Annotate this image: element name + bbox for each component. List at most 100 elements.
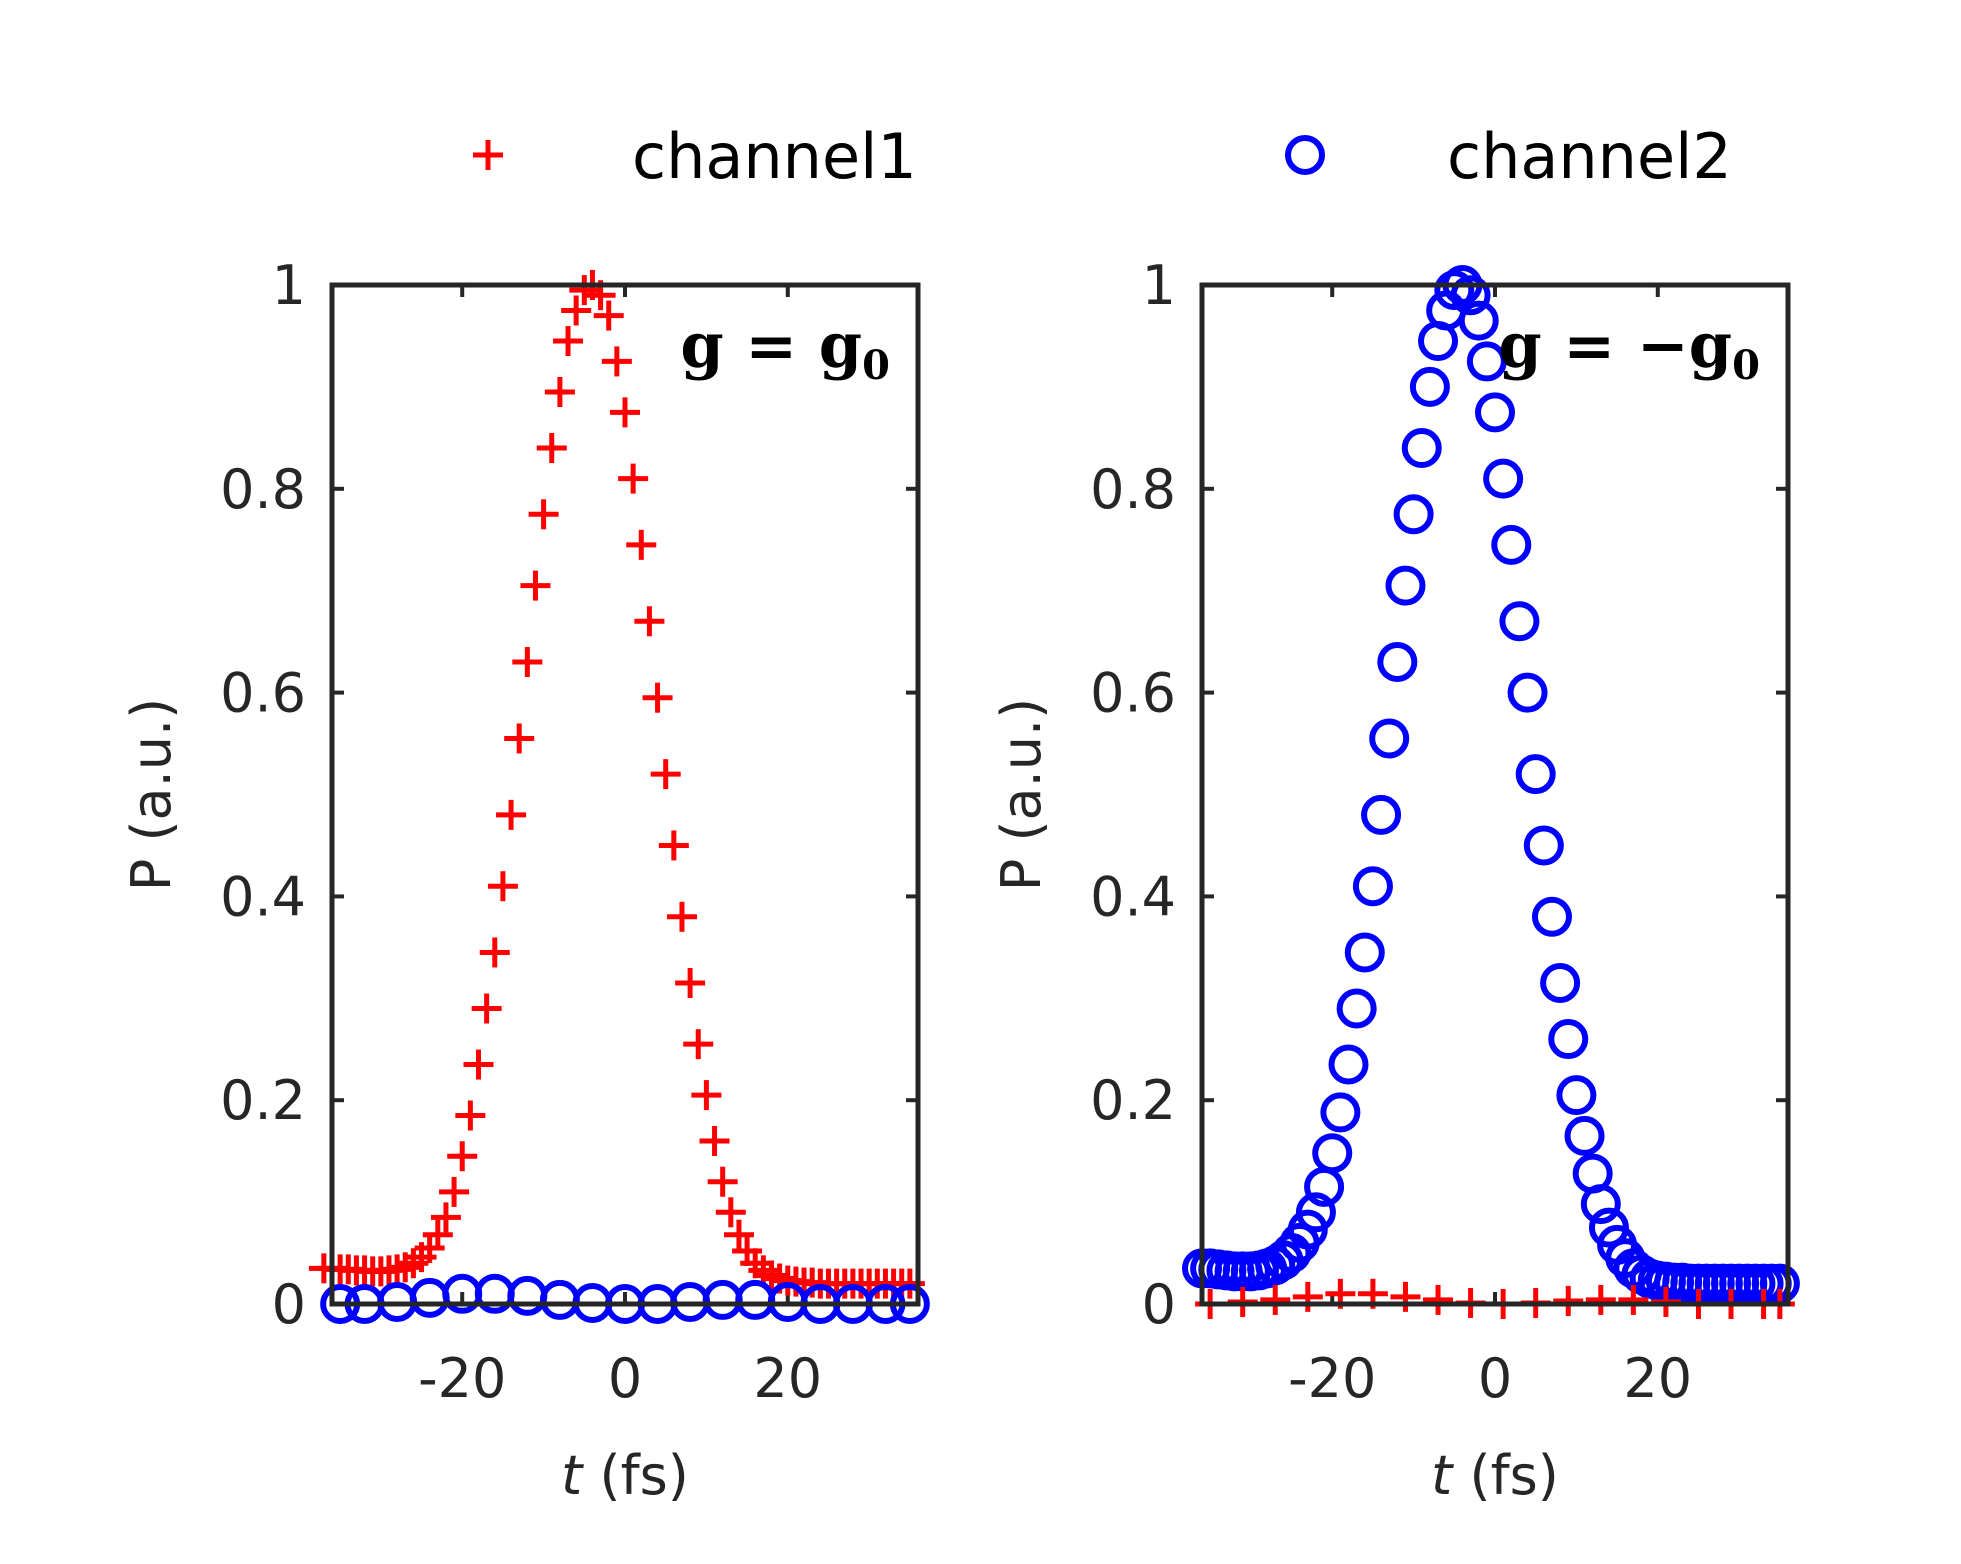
data-point-channel1 [675, 968, 706, 999]
data-point-channel2 [1483, 458, 1524, 499]
data-point-channel2 [1393, 494, 1434, 535]
gain-annotation: g = g0 [680, 309, 890, 389]
data-point-channel1 [528, 499, 559, 530]
legend: channel1 channel2 [473, 120, 1732, 193]
data-point-channel2 [1312, 1133, 1353, 1174]
data-point-channel1 [1423, 1284, 1454, 1315]
data-point-channel1 [634, 606, 665, 637]
data-point-channel1 [1390, 1281, 1421, 1312]
data-point-channel1 [691, 1080, 722, 1111]
data-point-channel1 [520, 570, 551, 601]
y-tick-label: 0.8 [1090, 458, 1176, 521]
data-point-channel1 [430, 1202, 461, 1233]
data-point-channel2 [1344, 932, 1385, 973]
y-tick-label: 0 [1142, 1273, 1176, 1336]
data-point-channel2 [1401, 428, 1442, 469]
gain-annotation-main: g = g [680, 309, 862, 382]
series-channel2 [1182, 265, 1800, 1304]
data-point-channel2 [1540, 963, 1581, 1004]
data-point-channel2 [1377, 642, 1418, 683]
data-point-channel2 [1499, 601, 1540, 642]
y-tick-label: 0.4 [220, 865, 306, 928]
gain-annotation-sub: 0 [862, 342, 890, 389]
data-point-channel1 [618, 463, 649, 494]
data-point-channel1 [683, 1029, 714, 1060]
x-axis-label: t (fs) [561, 1444, 689, 1507]
data-point-channel2 [1466, 341, 1507, 382]
data-point-channel1 [536, 433, 567, 464]
data-point-channel2 [1556, 1075, 1597, 1116]
y-tick-label: 0.4 [1090, 865, 1176, 928]
data-point-channel1 [512, 647, 543, 678]
plus-marker [473, 140, 503, 170]
y-tick-label: 1 [1142, 254, 1176, 317]
y-tick-label: 0 [272, 1273, 306, 1336]
data-point-channel2 [735, 1279, 776, 1320]
data-point-channel1 [471, 993, 502, 1024]
gain-annotation-main: g = −g [1498, 309, 1732, 382]
data-point-channel1 [544, 376, 575, 407]
data-point-channel2 [1385, 565, 1426, 606]
data-point-channel2 [1548, 1019, 1589, 1060]
data-point-channel1 [504, 723, 535, 754]
data-point-channel1 [593, 300, 624, 331]
data-point-channel1 [487, 871, 518, 902]
data-point-channel1 [447, 1141, 478, 1172]
data-point-channel1 [699, 1125, 730, 1156]
data-point-channel2 [1564, 1115, 1605, 1156]
y-tick-label: 1 [272, 254, 306, 317]
x-axis-var: t [1431, 1444, 1454, 1507]
data-point-channel1 [439, 1176, 470, 1207]
data-point-channel1 [561, 295, 592, 326]
data-point-channel1 [479, 937, 510, 968]
data-point-channel2 [1491, 524, 1532, 565]
right-panel: 0 0.2 0.4 0.6 0.8 1 -20 0 20 t (fs) P (a.u.) g = −g… [990, 254, 1800, 1507]
legend-item-channel2: channel2 [1285, 120, 1732, 193]
data-point-channel2 [1507, 672, 1548, 713]
y-axis-label: P (a.u.) [990, 698, 1053, 892]
x-tick-label: -20 [418, 1347, 506, 1410]
x-axis-label: t (fs) [1431, 1444, 1559, 1507]
data-point-channel2 [1523, 825, 1564, 866]
data-point-channel1 [463, 1049, 494, 1080]
x-tick-label: 20 [753, 1347, 822, 1410]
data-point-channel2 [1361, 794, 1402, 835]
data-point-channel1 [1260, 1284, 1291, 1315]
x-tick-label: -20 [1288, 1347, 1376, 1410]
data-point-channel1 [658, 830, 689, 861]
data-point-channel2 [1475, 392, 1515, 433]
data-point-channel1 [1585, 1284, 1616, 1315]
series-channel1 [308, 270, 925, 1299]
data-point-channel2 [1328, 1044, 1369, 1085]
left-panel: 00.20.40.60.81-20 0 20t (fs)P (a.u.)g = g0 [120, 254, 930, 1507]
data-point-channel1 [1553, 1285, 1584, 1316]
y-tick-label: 0.6 [220, 662, 306, 725]
data-point-channel1 [723, 1219, 754, 1250]
legend-label-channel2: channel2 [1447, 120, 1732, 193]
x-axis-unit: (fs) [1452, 1444, 1558, 1507]
gain-annotation-sub: 0 [1732, 342, 1760, 389]
data-point-channel1 [715, 1197, 746, 1228]
data-point-channel2 [702, 1279, 743, 1320]
data-point-channel1 [666, 901, 697, 932]
y-tick-label: 0.8 [220, 458, 306, 521]
data-point-channel2 [1515, 754, 1556, 795]
axes-frame [329, 282, 921, 1307]
data-point-channel2 [1409, 366, 1450, 407]
data-point-channel1 [1618, 1284, 1649, 1315]
y-axis-label: P (a.u.) [120, 698, 183, 892]
data-point-channel2 [1458, 300, 1499, 341]
x-tick-label: 20 [1623, 1347, 1692, 1410]
circle-marker [1285, 135, 1325, 175]
data-point-channel2 [539, 1279, 580, 1320]
x-axis-unit: (fs) [582, 1444, 688, 1507]
data-point-channel2 [507, 1275, 548, 1316]
data-point-channel1 [496, 799, 527, 830]
data-point-channel1 [610, 397, 640, 428]
gain-annotation: g = −g0 [1498, 309, 1760, 389]
data-point-channel1 [455, 1100, 486, 1131]
y-tick-label: 0.6 [1090, 662, 1176, 725]
data-point-channel2 [1369, 718, 1410, 759]
data-point-channel2 [1352, 866, 1393, 907]
